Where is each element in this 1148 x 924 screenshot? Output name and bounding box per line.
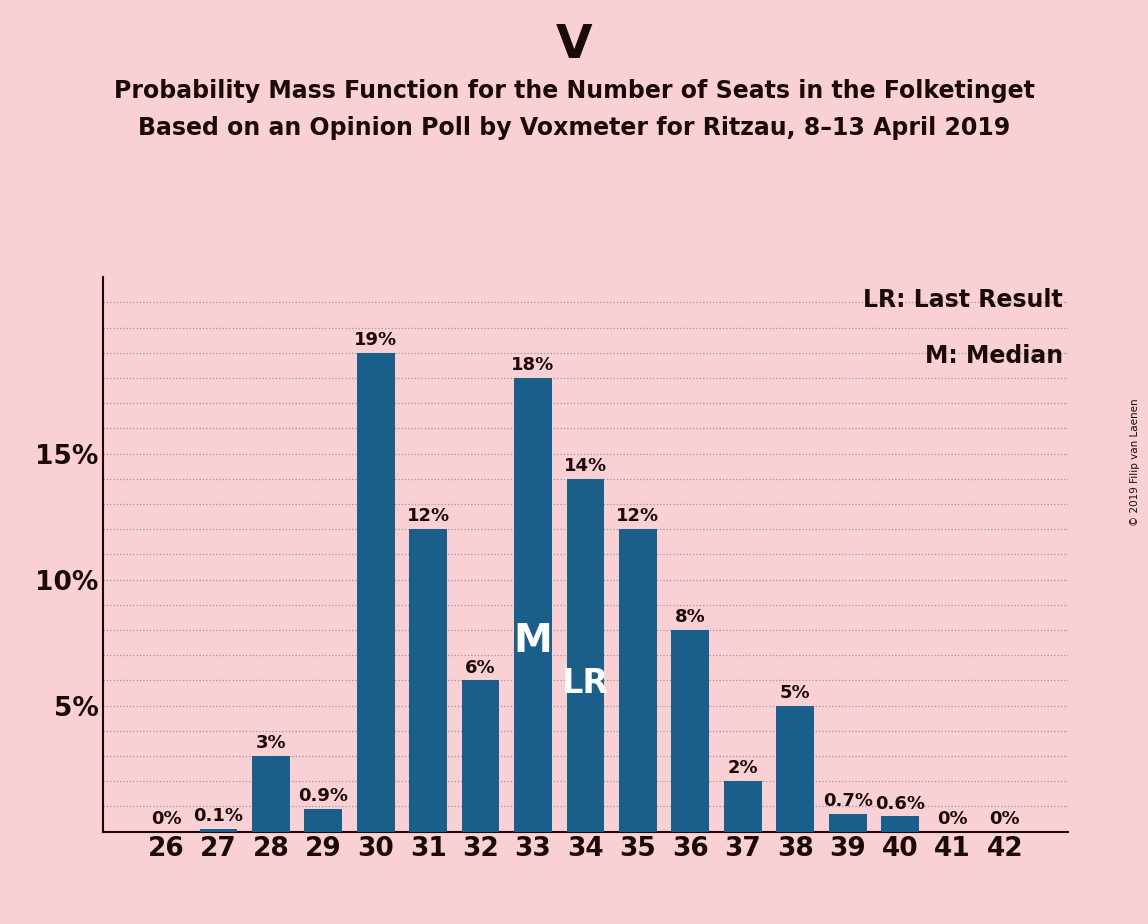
- Text: Based on an Opinion Poll by Voxmeter for Ritzau, 8–13 April 2019: Based on an Opinion Poll by Voxmeter for…: [138, 116, 1010, 140]
- Text: 8%: 8%: [675, 608, 706, 626]
- Bar: [357, 353, 395, 832]
- Bar: [410, 529, 447, 832]
- Bar: [567, 479, 604, 832]
- Text: V: V: [556, 23, 592, 68]
- Bar: [776, 706, 814, 832]
- Bar: [829, 814, 867, 832]
- Bar: [461, 680, 499, 832]
- Bar: [882, 817, 918, 832]
- Text: 0.6%: 0.6%: [875, 795, 925, 813]
- Bar: [672, 630, 709, 832]
- Bar: [619, 529, 657, 832]
- Text: 6%: 6%: [465, 659, 496, 676]
- Text: 0%: 0%: [990, 809, 1021, 828]
- Bar: [514, 378, 552, 832]
- Text: 14%: 14%: [564, 457, 607, 475]
- Text: 5%: 5%: [779, 684, 810, 702]
- Text: 12%: 12%: [616, 507, 659, 526]
- Text: M: M: [513, 622, 552, 660]
- Text: 0.7%: 0.7%: [823, 792, 872, 810]
- Text: 3%: 3%: [256, 735, 286, 752]
- Text: LR: LR: [561, 667, 610, 699]
- Bar: [724, 781, 761, 832]
- Text: 0.9%: 0.9%: [298, 787, 348, 805]
- Text: 0.1%: 0.1%: [194, 808, 243, 825]
- Text: Probability Mass Function for the Number of Seats in the Folketinget: Probability Mass Function for the Number…: [114, 79, 1034, 103]
- Text: 0%: 0%: [150, 809, 181, 828]
- Text: 19%: 19%: [355, 331, 397, 349]
- Bar: [200, 829, 238, 832]
- Text: 0%: 0%: [937, 809, 968, 828]
- Text: 2%: 2%: [728, 760, 758, 777]
- Text: © 2019 Filip van Laenen: © 2019 Filip van Laenen: [1130, 398, 1140, 526]
- Text: LR: Last Result: LR: Last Result: [863, 288, 1063, 312]
- Bar: [304, 808, 342, 832]
- Bar: [253, 756, 289, 832]
- Text: 12%: 12%: [406, 507, 450, 526]
- Text: 18%: 18%: [511, 357, 554, 374]
- Text: M: Median: M: Median: [924, 344, 1063, 368]
